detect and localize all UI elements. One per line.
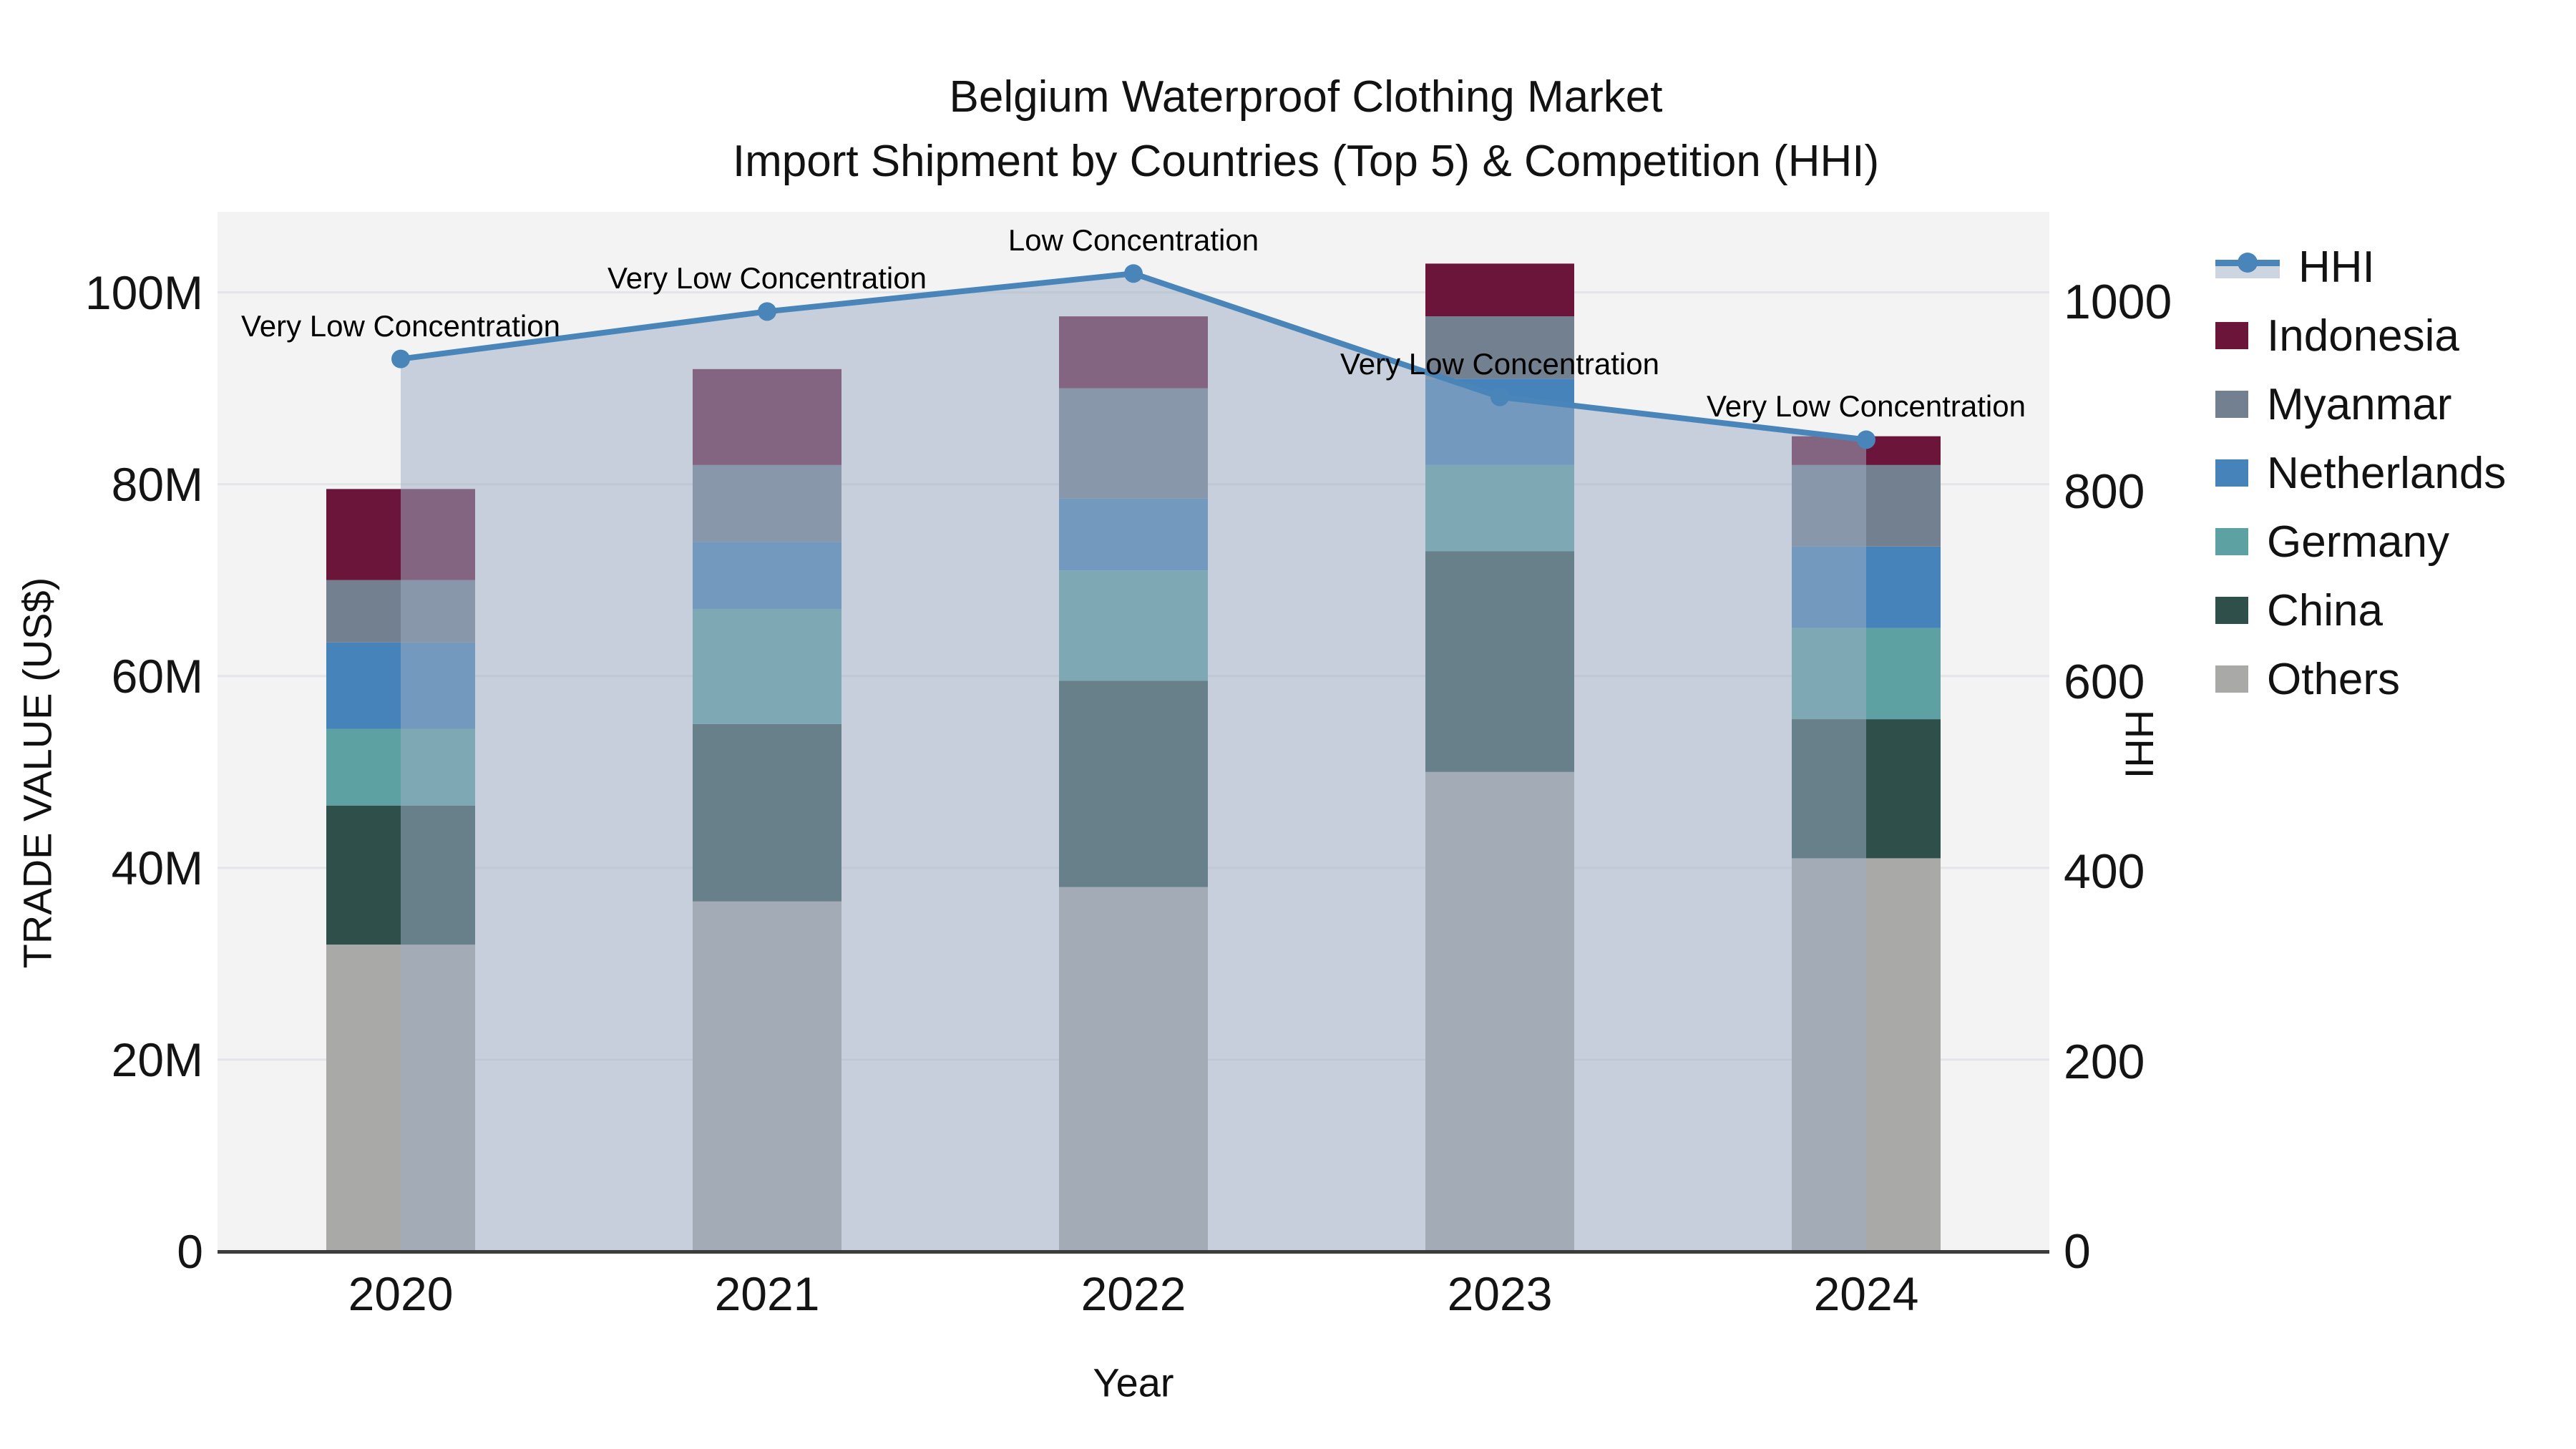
y-axis-tick: 20M: [111, 1033, 203, 1086]
hhi-annotation-2022: Low Concentration: [1008, 223, 1259, 258]
legend-item-germany[interactable]: Germany: [2215, 507, 2506, 576]
y2-axis-tick: 400: [2064, 844, 2145, 899]
legend-item-indonesia[interactable]: Indonesia: [2215, 301, 2506, 370]
legend-item-hhi[interactable]: HHI: [2215, 233, 2506, 301]
netherlands-swatch-icon: [2215, 459, 2248, 487]
germany-swatch-icon: [2215, 528, 2248, 555]
legend-label: Germany: [2267, 517, 2449, 567]
y2-axis-tick: 0: [2064, 1224, 2091, 1279]
hhi-area: [401, 273, 1866, 1252]
y-axis-tick: 80M: [111, 457, 203, 511]
hhi-annotation-2023: Very Low Concentration: [1340, 346, 1659, 381]
y2-axis-tick: 800: [2064, 464, 2145, 519]
x-axis-tick-2021: 2021: [714, 1267, 820, 1320]
x-axis-tick-2020: 2020: [348, 1267, 454, 1320]
others-swatch-icon: [2215, 665, 2248, 693]
y2-axis-tick: 200: [2064, 1034, 2145, 1089]
legend-label: Indonesia: [2267, 311, 2459, 361]
chart-title-line1: Belgium Waterproof Clothing Market: [949, 72, 1663, 122]
y-axis-tick: 60M: [111, 649, 203, 703]
hhi-annotation-2021: Very Low Concentration: [608, 261, 927, 296]
bar-segment-indonesia-2023: [1425, 263, 1574, 317]
hhi-annotation-2024: Very Low Concentration: [1707, 389, 2026, 424]
hhi-annotation-2020: Very Low Concentration: [241, 308, 560, 343]
y2-axis-title: HHI: [2117, 709, 2162, 779]
x-axis-tick-2023: 2023: [1447, 1267, 1553, 1320]
legend-item-china[interactable]: China: [2215, 576, 2506, 645]
y-axis-title: TRADE VALUE (US$): [14, 577, 60, 969]
x-axis-line: [218, 1250, 2049, 1254]
myanmar-swatch-icon: [2215, 391, 2248, 418]
hhi-marker-2022: [1124, 264, 1143, 283]
hhi-line-swatch-icon: [2215, 250, 2280, 284]
legend-label: HHI: [2298, 242, 2375, 292]
y2-axis-tick: 600: [2064, 654, 2145, 709]
y2-axis-tick: 1000: [2064, 275, 2172, 330]
legend: HHI Indonesia Myanmar Netherlands German…: [2215, 233, 2506, 713]
legend-label: Netherlands: [2267, 448, 2507, 498]
legend-label: Myanmar: [2267, 379, 2452, 429]
y-axis-tick: 40M: [111, 841, 203, 894]
hhi-marker-2024: [1857, 430, 1875, 449]
hhi-marker-2020: [391, 349, 410, 369]
chart-title-line2: Import Shipment by Countries (Top 5) & C…: [732, 137, 1880, 186]
hhi-marker-2021: [758, 302, 776, 321]
legend-item-netherlands[interactable]: Netherlands: [2215, 439, 2506, 507]
china-swatch-icon: [2215, 597, 2248, 624]
bar-segment-myanmar-2023: [1425, 316, 1574, 379]
legend-label: China: [2267, 585, 2383, 635]
legend-label: Others: [2267, 654, 2401, 704]
x-axis-tick-2024: 2024: [1813, 1267, 1919, 1320]
hhi-marker-2023: [1491, 387, 1509, 406]
x-axis-title: Year: [1093, 1360, 1174, 1405]
legend-item-myanmar[interactable]: Myanmar: [2215, 370, 2506, 439]
y-axis-tick: 100M: [84, 265, 203, 319]
x-axis-tick-2022: 2022: [1080, 1267, 1186, 1320]
y-axis-tick: 0: [177, 1225, 203, 1278]
legend-item-others[interactable]: Others: [2215, 645, 2506, 713]
indonesia-swatch-icon: [2215, 322, 2248, 349]
